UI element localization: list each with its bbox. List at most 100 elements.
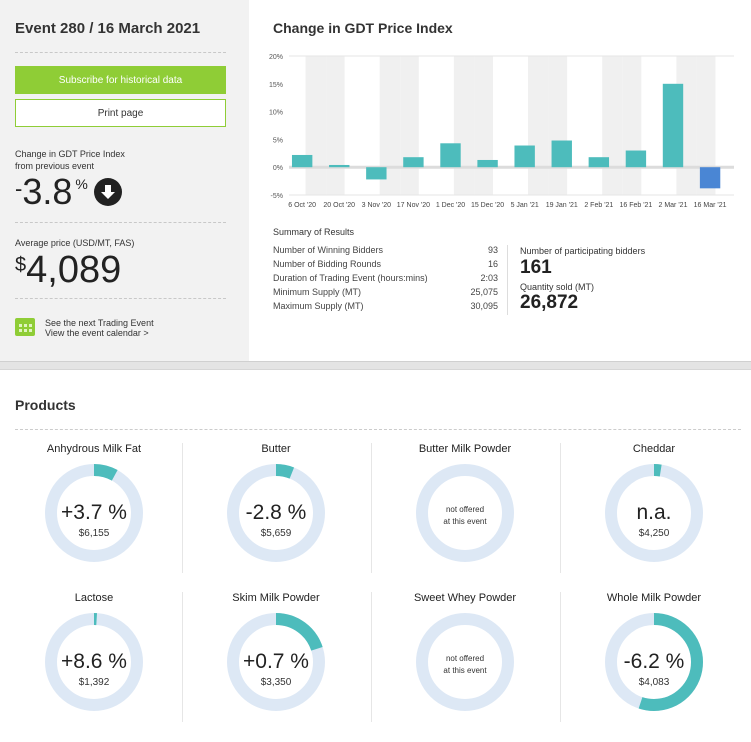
y-tick-label: 20% bbox=[269, 54, 283, 61]
ring-fill bbox=[45, 613, 143, 711]
x-tick-label: 19 Jan '21 bbox=[546, 202, 578, 209]
event-summary-panel: Event 280 / 16 March 2021 Subscribe for … bbox=[0, 0, 249, 361]
price-index-chart: 20% 15% 10% 5% 0% -5% 6 Oct '20 20 Oct '20 3 Nov… bbox=[269, 54, 734, 209]
product-card[interactable]: Lactose +8.6 % $1,392 bbox=[4, 592, 184, 742]
product-price: $3,350 bbox=[260, 677, 292, 688]
summary-value: 16 bbox=[487, 259, 498, 269]
bar bbox=[551, 140, 572, 168]
divider bbox=[507, 245, 508, 315]
x-tick-label: 2 Mar '21 bbox=[659, 202, 688, 209]
card-divider bbox=[182, 592, 183, 722]
y-tick-label: 0% bbox=[273, 165, 283, 172]
avg-price: $ 4,089 bbox=[15, 250, 121, 290]
column-band bbox=[622, 56, 642, 195]
product-ring bbox=[227, 613, 325, 711]
divider bbox=[15, 429, 741, 430]
bar bbox=[403, 157, 424, 168]
change-value: 3.8 bbox=[22, 171, 73, 212]
product-card[interactable]: Whole Milk Powder -6.2 % $4,083 bbox=[564, 592, 744, 742]
product-card[interactable]: Sweet Whey Powder not offered at this eve… bbox=[375, 592, 555, 742]
x-tick-label: 17 Nov '20 bbox=[397, 202, 430, 209]
card-divider bbox=[560, 443, 561, 573]
product-card[interactable]: Skim Milk Powder +0.7 % $3,350 bbox=[186, 592, 366, 742]
event-title: Event 280 / 16 March 2021 bbox=[15, 20, 201, 37]
product-card[interactable]: Anhydrous Milk Fat +3.7 % $6,155 bbox=[4, 443, 184, 593]
divider bbox=[15, 298, 226, 299]
x-tick-label: 15 Dec '20 bbox=[471, 202, 504, 209]
bar bbox=[477, 159, 498, 168]
summary-row: Number of Bidding Rounds 16 bbox=[273, 259, 498, 269]
ring-fill bbox=[227, 613, 325, 711]
change-label: Change in GDT Price Index bbox=[15, 149, 125, 159]
x-tick-label: 5 Jan '21 bbox=[511, 202, 539, 209]
y-tick-label: -5% bbox=[271, 193, 283, 200]
product-ring bbox=[416, 464, 514, 562]
subscribe-button[interactable]: Subscribe for historical data bbox=[15, 66, 226, 94]
column-band bbox=[400, 56, 419, 195]
change-unit: % bbox=[75, 176, 88, 192]
product-card[interactable]: Butter -2.8 % $5,659 bbox=[186, 443, 366, 593]
bar bbox=[366, 167, 387, 180]
product-name: Butter bbox=[261, 443, 291, 455]
summary-row: Minimum Supply (MT) 25,075 bbox=[273, 287, 498, 297]
product-price: $6,155 bbox=[78, 528, 110, 539]
summary-value: 30,095 bbox=[470, 301, 498, 311]
product-change: -2.8 % bbox=[245, 501, 307, 524]
not-offered-text: not offered bbox=[445, 505, 485, 514]
product-name: Lactose bbox=[74, 592, 114, 604]
product-change: n.a. bbox=[636, 501, 672, 524]
bar bbox=[699, 167, 721, 189]
product-name: Butter Milk Powder bbox=[418, 443, 512, 455]
product-change: +8.6 % bbox=[61, 650, 127, 673]
summary-label: Maximum Supply (MT) bbox=[273, 301, 364, 311]
card-divider bbox=[560, 592, 561, 722]
product-ring bbox=[416, 613, 514, 711]
not-offered-text: not offered bbox=[445, 654, 485, 663]
ring-fill bbox=[605, 613, 703, 711]
card-divider bbox=[371, 592, 372, 722]
product-price: $1,392 bbox=[78, 677, 110, 688]
next-event-link[interactable]: See the next Trading Event bbox=[45, 318, 154, 328]
ring-fill bbox=[45, 464, 143, 562]
chart-panel: Change in GDT Price Index 20% 15% 10% 5% 0% -… bbox=[249, 0, 751, 361]
print-button[interactable]: Print page bbox=[15, 99, 226, 127]
bar bbox=[291, 154, 313, 168]
summary-value: 93 bbox=[487, 245, 498, 255]
summary-value: 25,075 bbox=[470, 287, 498, 297]
participating-value: 161 bbox=[520, 257, 552, 278]
product-change: +3.7 % bbox=[61, 501, 127, 524]
chart-title: Change in GDT Price Index bbox=[273, 20, 453, 36]
column-band bbox=[548, 56, 568, 195]
product-card[interactable]: Cheddar n.a. $4,250 bbox=[564, 443, 744, 593]
summary-label: Duration of Trading Event (hours:mins) bbox=[273, 273, 428, 283]
x-tick-label: 16 Mar '21 bbox=[694, 202, 727, 209]
product-name: Whole Milk Powder bbox=[606, 592, 702, 604]
products-title: Products bbox=[15, 397, 76, 413]
product-change: +0.7 % bbox=[243, 650, 309, 673]
card-divider bbox=[371, 443, 372, 573]
product-ring bbox=[227, 464, 325, 562]
bar bbox=[588, 157, 610, 168]
quantity-value: 26,872 bbox=[520, 292, 579, 313]
divider bbox=[15, 222, 226, 223]
ring-fill bbox=[605, 464, 703, 562]
product-change: -6.2 % bbox=[623, 650, 685, 673]
product-card[interactable]: Butter Milk Powder not offered at this ev… bbox=[375, 443, 555, 593]
x-tick-label: 20 Oct '20 bbox=[323, 202, 355, 209]
product-name: Anhydrous Milk Fat bbox=[46, 443, 142, 455]
participating-label: Number of participating bidders bbox=[520, 246, 646, 256]
column-band bbox=[326, 56, 345, 195]
event-calendar-link[interactable]: View the event calendar > bbox=[45, 328, 149, 338]
divider bbox=[15, 52, 226, 53]
currency-symbol: $ bbox=[15, 254, 27, 276]
x-tick-label: 6 Oct '20 bbox=[288, 202, 316, 209]
arrow-down-circle-icon bbox=[93, 178, 122, 206]
x-tick-label: 16 Feb '21 bbox=[619, 202, 652, 209]
summary-row: Number of Winning Bidders 93 bbox=[273, 245, 498, 255]
column-band bbox=[474, 56, 493, 195]
ring-fill bbox=[227, 464, 325, 562]
product-price: $4,250 bbox=[638, 528, 670, 539]
product-price: $4,083 bbox=[638, 677, 670, 688]
not-offered-text: at this event bbox=[443, 517, 487, 526]
calendar-icon[interactable] bbox=[15, 318, 35, 336]
